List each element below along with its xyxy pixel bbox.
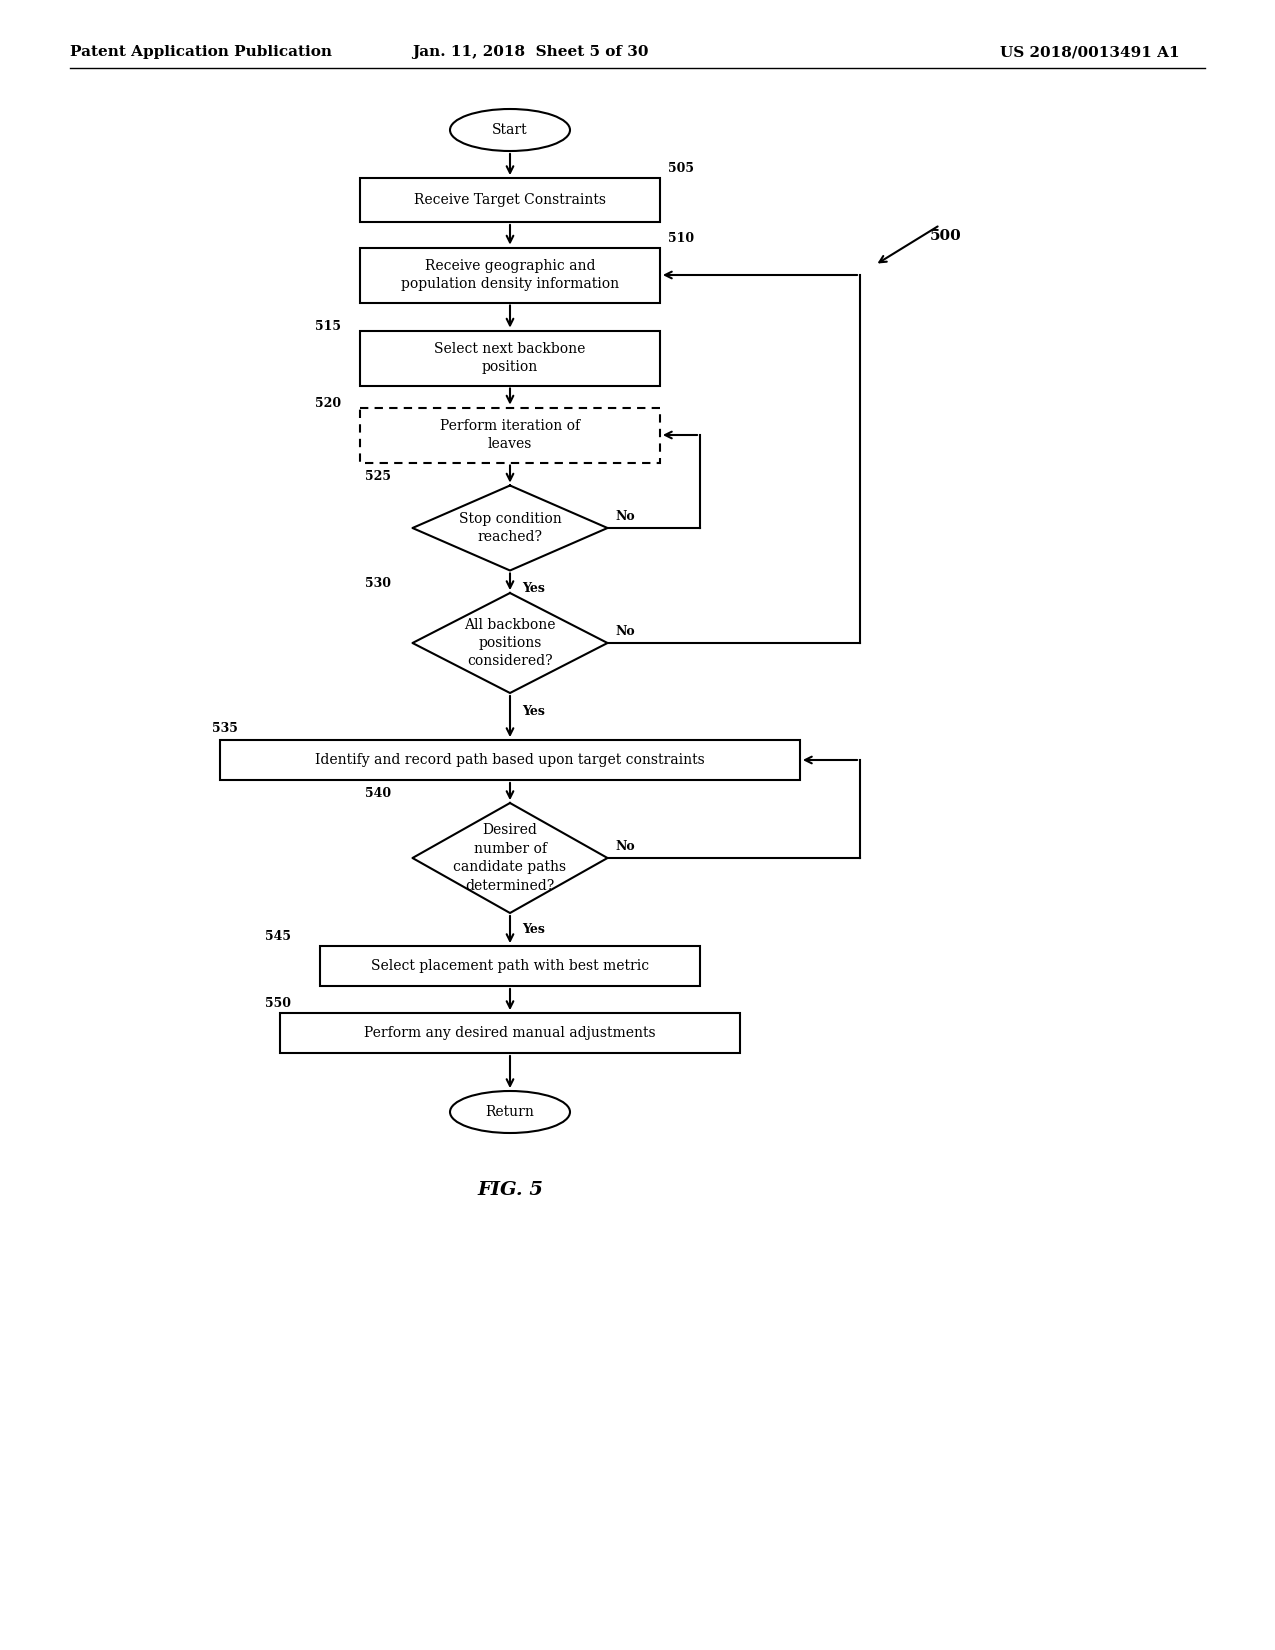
Bar	[360, 408, 660, 462]
Bar	[360, 248, 660, 302]
Text: Jan. 11, 2018  Sheet 5 of 30: Jan. 11, 2018 Sheet 5 of 30	[412, 45, 648, 59]
Bar	[221, 739, 799, 780]
Text: Desired
number of
candidate paths
determined?: Desired number of candidate paths determ…	[454, 823, 566, 893]
Text: 550: 550	[265, 997, 291, 1010]
Text: US 2018/0013491 A1: US 2018/0013491 A1	[1000, 45, 1179, 59]
Text: 500: 500	[929, 229, 961, 243]
Text: Select next backbone
position: Select next backbone position	[435, 342, 585, 375]
Text: Yes: Yes	[521, 705, 544, 718]
Text: Stop condition
reached?: Stop condition reached?	[459, 512, 561, 544]
Text: Receive geographic and
population density information: Receive geographic and population densit…	[400, 259, 620, 290]
Text: 510: 510	[668, 231, 694, 244]
Text: 540: 540	[365, 787, 390, 800]
Text: All backbone
positions
considered?: All backbone positions considered?	[464, 617, 556, 668]
Bar	[360, 330, 660, 386]
Text: 535: 535	[212, 723, 238, 734]
Text: Patent Application Publication: Patent Application Publication	[70, 45, 332, 59]
Text: 525: 525	[365, 470, 390, 482]
Bar	[280, 1013, 740, 1053]
Text: Yes: Yes	[521, 582, 544, 596]
Text: Perform iteration of
leaves: Perform iteration of leaves	[440, 419, 580, 450]
Bar	[320, 945, 700, 987]
Text: Return: Return	[486, 1106, 534, 1119]
Text: FIG. 5: FIG. 5	[477, 1181, 543, 1200]
Text: 530: 530	[365, 578, 390, 591]
Text: 515: 515	[315, 320, 340, 333]
Text: Receive Target Constraints: Receive Target Constraints	[414, 193, 606, 206]
Text: Start: Start	[492, 124, 528, 137]
Text: Perform any desired manual adjustments: Perform any desired manual adjustments	[365, 1026, 655, 1040]
Text: 520: 520	[315, 398, 342, 409]
Text: Select placement path with best metric: Select placement path with best metric	[371, 959, 649, 974]
Bar	[360, 178, 660, 223]
Text: Identify and record path based upon target constraints: Identify and record path based upon targ…	[315, 752, 705, 767]
Text: 545: 545	[265, 931, 291, 944]
Text: No: No	[616, 510, 635, 523]
Text: 505: 505	[668, 162, 694, 175]
Text: No: No	[616, 625, 635, 639]
Text: Yes: Yes	[521, 922, 544, 936]
Text: No: No	[616, 840, 635, 853]
